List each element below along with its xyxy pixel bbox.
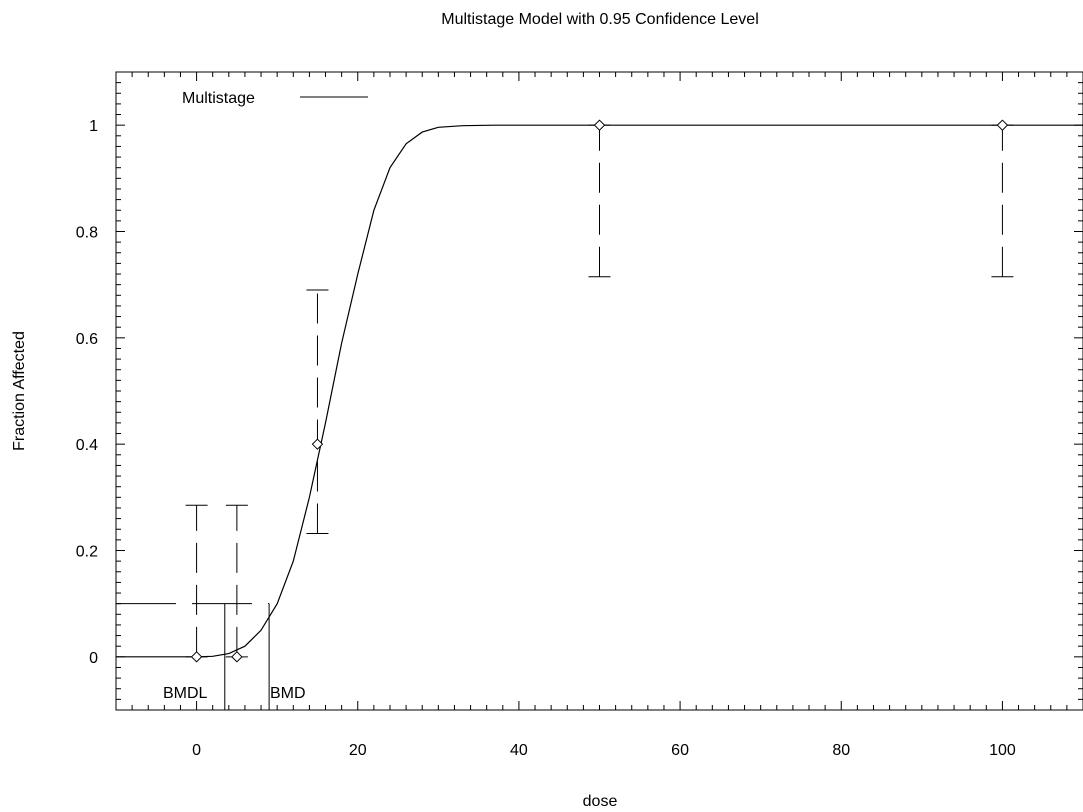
x-tick-label: 60: [671, 742, 689, 759]
data-point: [231, 651, 243, 663]
data-point: [190, 651, 203, 663]
y-tick-label: 0.6: [76, 331, 98, 348]
x-tick-label: 100: [989, 742, 1016, 759]
x-axis-label: dose: [583, 793, 618, 810]
x-tick-label: 0: [192, 742, 201, 759]
y-tick-label: 0.2: [76, 544, 98, 561]
data-point: [311, 438, 324, 450]
y-tick-label: 0.4: [76, 437, 98, 454]
data-point: [593, 119, 606, 131]
x-tick-label: 40: [510, 742, 528, 759]
data-point: [996, 119, 1009, 131]
model-curve-multistage: [116, 124, 1083, 658]
y-axis-label: Fraction Affected: [11, 331, 28, 451]
error-bars: [185, 124, 1014, 658]
x-tick-label: 20: [349, 742, 367, 759]
y-tick-label: 0.8: [76, 225, 98, 242]
bmd-label: BMD: [270, 685, 306, 702]
x-axis-ticks: 0 20 40 60 80 100: [115, 72, 1083, 759]
chart-title: Multistage Model with 0.95 Confidence Le…: [441, 11, 759, 28]
y-axis-ticks: 0 0.2 0.4 0.6 0.8 1: [76, 71, 1083, 711]
x-tick-label: 80: [832, 742, 850, 759]
bmd-reference-lines: [116, 603, 270, 710]
bmdl-label: BMDL: [163, 685, 208, 702]
legend-label-multistage: Multistage: [182, 90, 255, 107]
data-points: [190, 119, 1009, 663]
legend: Multistage: [182, 90, 368, 107]
y-tick-label: 0: [89, 650, 98, 667]
y-tick-label: 1: [89, 118, 98, 135]
